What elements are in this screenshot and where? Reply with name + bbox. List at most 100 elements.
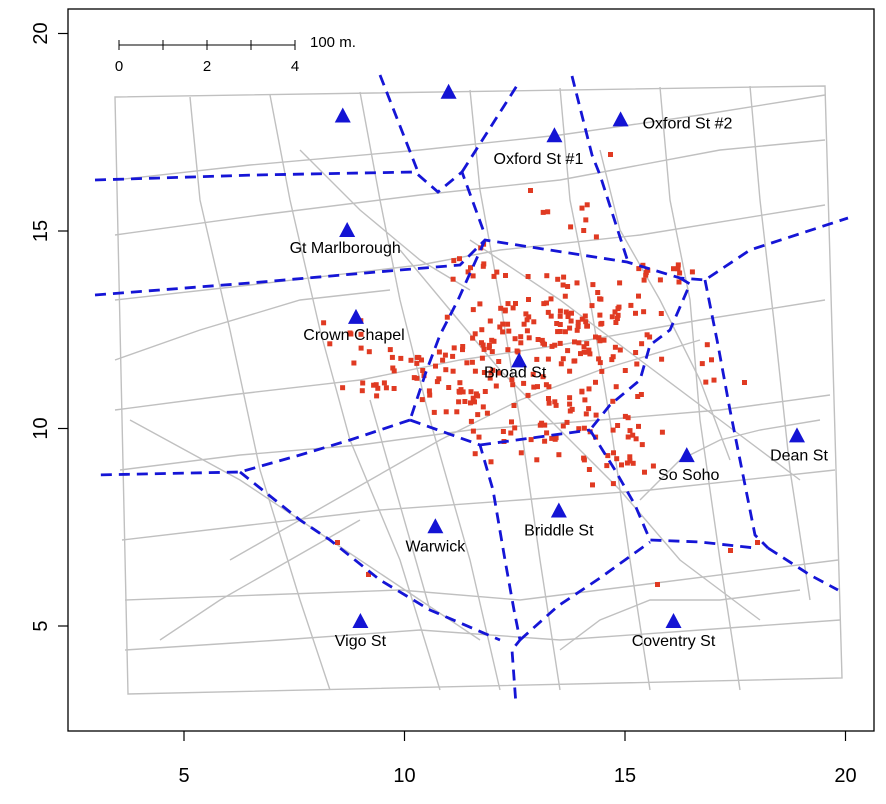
death-marker: [567, 395, 573, 401]
death-marker: [548, 313, 554, 319]
y-tick-label: 5: [30, 620, 52, 631]
death-marker: [586, 406, 592, 412]
street: [359, 91, 501, 691]
death-marker: [524, 317, 530, 323]
street: [469, 89, 561, 691]
death-marker: [524, 328, 530, 334]
death-marker: [586, 347, 592, 353]
death-marker: [625, 415, 631, 421]
death-marker: [535, 337, 541, 342]
death-marker: [387, 347, 393, 353]
death-marker: [528, 437, 534, 443]
death-marker: [484, 410, 490, 416]
death-marker: [487, 375, 493, 381]
death-marker: [675, 266, 681, 272]
death-marker: [557, 329, 563, 334]
death-marker: [506, 328, 512, 334]
death-marker: [544, 430, 550, 436]
death-marker: [636, 293, 641, 299]
death-marker: [510, 382, 516, 388]
death-marker: [500, 429, 506, 434]
pump-marker: [334, 107, 351, 123]
pump-marker: [352, 613, 369, 629]
death-marker: [610, 354, 616, 360]
death-marker: [470, 428, 476, 434]
death-marker: [596, 356, 602, 362]
death-marker: [470, 335, 476, 341]
street: [399, 249, 761, 621]
death-marker: [671, 266, 676, 272]
death-marker: [525, 392, 531, 398]
street: [121, 469, 836, 541]
death-marker: [699, 361, 705, 367]
street: [119, 394, 831, 471]
death-marker: [541, 301, 547, 307]
death-marker: [586, 467, 592, 472]
death-marker: [493, 383, 499, 389]
death-marker: [358, 345, 364, 351]
death-marker: [593, 412, 599, 418]
death-marker: [374, 393, 380, 399]
death-marker: [704, 342, 710, 348]
death-marker: [416, 355, 422, 361]
death-marker: [655, 582, 660, 587]
death-marker: [555, 276, 561, 282]
death-marker: [486, 342, 492, 348]
death-marker: [617, 347, 623, 353]
death-marker: [460, 344, 466, 349]
death-marker: [436, 376, 442, 382]
death-marker: [539, 420, 545, 426]
death-marker: [454, 409, 460, 415]
street: [559, 589, 801, 651]
death-marker: [650, 463, 656, 469]
death-marker: [509, 377, 515, 383]
death-marker: [468, 265, 473, 271]
death-marker: [613, 320, 619, 325]
pump-label: Warwick: [405, 538, 466, 555]
death-marker: [487, 318, 493, 324]
y-tick-label: 20: [30, 22, 52, 44]
death-marker: [498, 305, 504, 311]
death-marker: [560, 356, 566, 362]
death-marker: [641, 277, 647, 283]
pump-marker: [678, 447, 695, 463]
death-marker: [557, 308, 563, 314]
death-marker: [327, 341, 333, 347]
death-marker: [639, 341, 645, 347]
death-marker: [472, 399, 477, 405]
death-marker: [560, 423, 566, 429]
street: [299, 149, 471, 291]
death-marker: [633, 350, 639, 355]
death-marker: [548, 296, 554, 302]
death-marker: [624, 460, 630, 466]
death-marker: [419, 357, 424, 363]
pump-marker: [546, 127, 563, 143]
death-marker: [472, 368, 478, 374]
map-outline: [114, 85, 843, 695]
death-marker: [451, 345, 457, 351]
pump-label: Oxford St #2: [643, 115, 733, 132]
death-marker: [476, 434, 482, 440]
voronoi-boundary: [239, 470, 501, 642]
death-marker: [458, 387, 464, 393]
death-marker: [518, 340, 524, 346]
death-marker: [468, 418, 474, 424]
pump-label: Gt Marlborough: [290, 240, 401, 257]
death-marker: [581, 457, 587, 463]
death-marker: [569, 310, 574, 316]
death-marker: [481, 346, 487, 352]
death-marker: [575, 324, 581, 329]
death-marker: [531, 319, 537, 325]
death-marker: [505, 321, 511, 327]
death-marker: [636, 423, 641, 429]
death-marker: [597, 312, 603, 318]
death-marker: [658, 311, 664, 316]
death-marker: [568, 318, 574, 324]
death-marker: [540, 209, 546, 215]
death-marker: [564, 419, 570, 425]
death-marker: [442, 352, 448, 358]
death-marker: [571, 358, 577, 364]
death-marker: [408, 357, 414, 363]
death-marker: [526, 335, 532, 341]
scale-bar: 0 2 4 100 m.: [115, 34, 356, 75]
